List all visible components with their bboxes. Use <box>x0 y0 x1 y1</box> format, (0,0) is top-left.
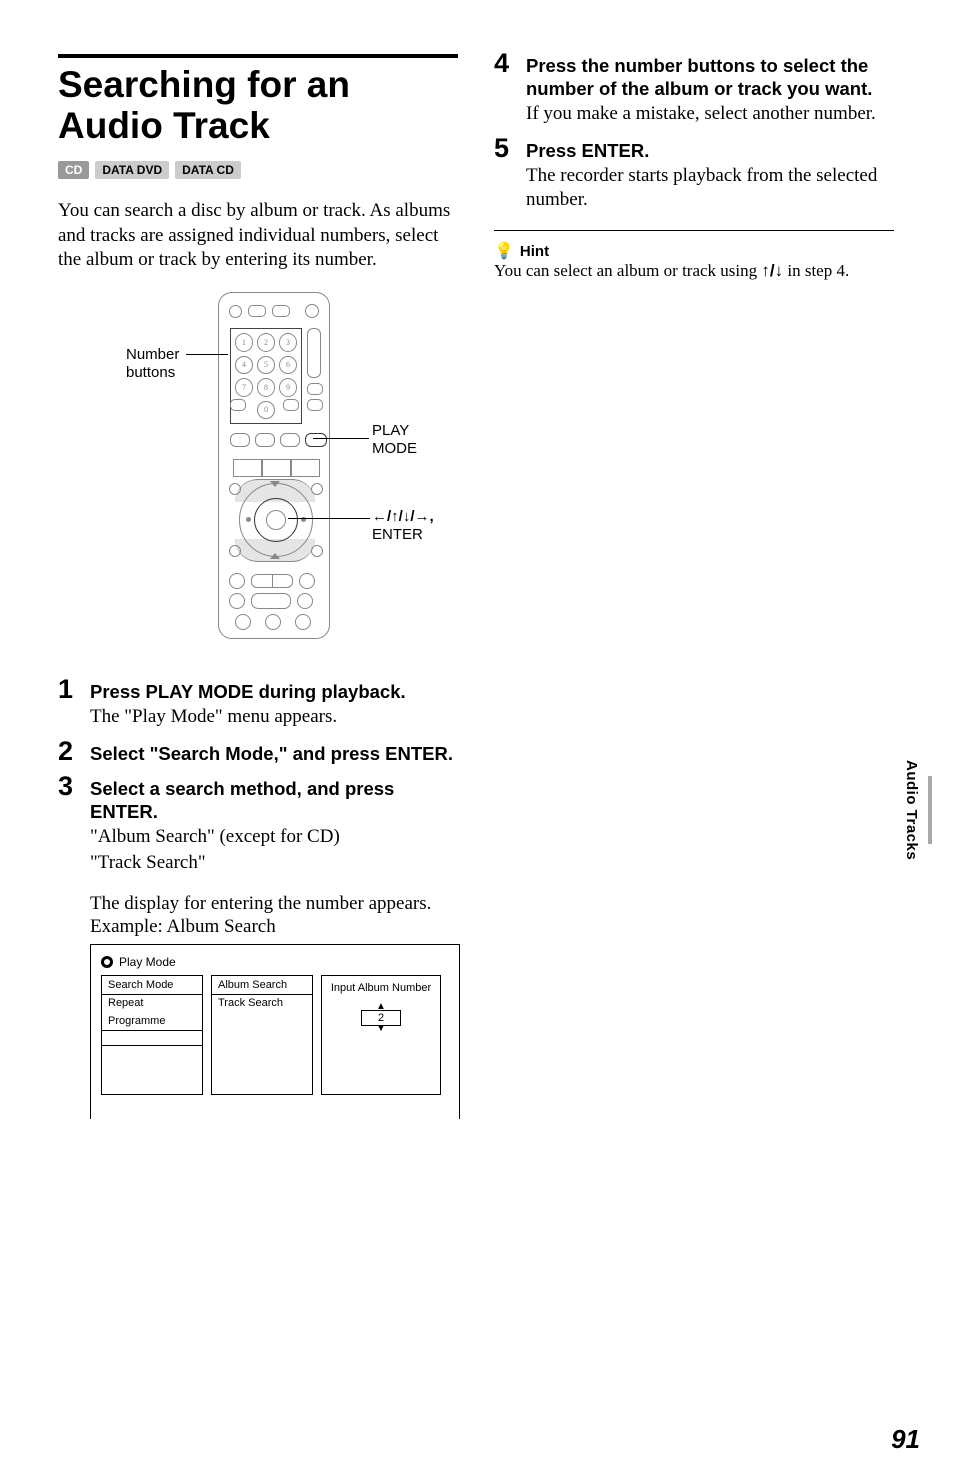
step-2-head: Select "Search Mode," and press ENTER. <box>90 742 458 765</box>
disc-badges: CD DATA DVD DATA CD <box>58 161 458 179</box>
side-tab-bar <box>928 776 932 844</box>
step-1: 1 Press PLAY MODE during playback. The "… <box>58 680 458 729</box>
step-5-body: The recorder starts playback from the se… <box>526 164 894 213</box>
play-mode-diagram: Play Mode Search Mode Repeat Programme <box>90 944 460 1119</box>
step-4-body: If you make a mistake, select another nu… <box>526 102 894 126</box>
badge-cd: CD <box>58 161 89 179</box>
intro-paragraph: You can search a disc by album or track.… <box>58 199 458 272</box>
side-tab: Audio Tracks <box>903 760 932 860</box>
step-number-3: 3 <box>58 771 73 802</box>
play-mode-icon <box>101 956 113 968</box>
hint-body: You can select an album or track using ↑… <box>494 260 894 282</box>
hint-bulb-icon: 💡 <box>494 244 514 260</box>
step-1-head: Press PLAY MODE during playback. <box>90 680 458 703</box>
pm-left-menu: Search Mode Repeat Programme <box>101 975 203 1095</box>
step-3-example-label: Example: Album Search <box>90 916 458 938</box>
step-4-head: Press the number buttons to select the n… <box>526 54 894 100</box>
step-3-body-2: "Track Search" <box>90 851 458 875</box>
step-number-1: 1 <box>58 674 73 705</box>
pm-input-panel: Input Album Number ▲ 2 ▼ <box>321 975 441 1095</box>
step-number-4: 4 <box>494 48 509 79</box>
pm-menu-repeat: Repeat <box>102 994 202 1012</box>
step-3: 3 Select a search method, and press ENTE… <box>58 777 458 1119</box>
side-tab-text: Audio Tracks <box>903 760 920 860</box>
step-3-body-3: The display for entering the number appe… <box>90 892 458 916</box>
step-3-head: Select a search method, and press ENTER. <box>90 777 458 823</box>
step-2: 2 Select "Search Mode," and press ENTER. <box>58 742 458 765</box>
hint-label: Hint <box>520 243 549 260</box>
step-4: 4 Press the number buttons to select the… <box>494 54 894 127</box>
divider <box>494 230 894 231</box>
callout-number-buttons: Number buttons <box>126 346 179 382</box>
callout-play-mode: PLAY MODE <box>372 422 417 458</box>
pm-sub-album-search: Album Search <box>211 975 313 995</box>
badge-data-dvd: DATA DVD <box>95 161 169 179</box>
section-rule <box>58 54 458 58</box>
remote-figure: 123 456 789 0 <box>68 292 448 662</box>
step-5-head: Press ENTER. <box>526 139 894 162</box>
pm-menu-search-mode: Search Mode <box>101 975 203 995</box>
play-mode-title: Play Mode <box>119 955 176 969</box>
step-5: 5 Press ENTER. The recorder starts playb… <box>494 139 894 213</box>
remote-body: 123 456 789 0 <box>218 292 330 639</box>
pm-sub-menu: Album Search Track Search <box>211 975 313 1095</box>
pm-spin-down-icon: ▼ <box>361 1026 401 1032</box>
hint-heading: 💡 Hint <box>494 243 894 260</box>
pm-menu-programme: Programme <box>102 1012 202 1030</box>
step-number-2: 2 <box>58 736 73 767</box>
step-3-body-1: "Album Search" (except for CD) <box>90 825 458 849</box>
badge-data-cd: DATA CD <box>175 161 241 179</box>
page-number: 91 <box>891 1424 920 1455</box>
page-title: Searching for an Audio Track <box>58 64 458 147</box>
step-number-5: 5 <box>494 133 509 164</box>
pm-sub-track-search: Track Search <box>212 994 312 1012</box>
pm-input-label: Input Album Number <box>328 982 434 994</box>
callout-arrows-enter: ←/↑/↓/→, ENTER <box>372 508 434 544</box>
step-1-body: The "Play Mode" menu appears. <box>90 705 458 729</box>
